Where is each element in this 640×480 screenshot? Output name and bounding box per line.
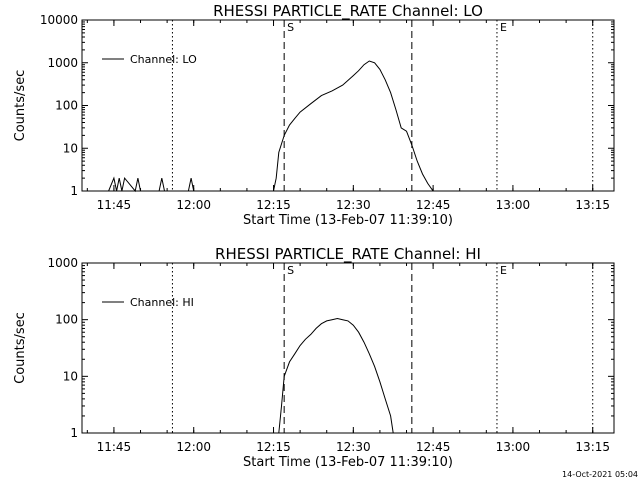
- chart0-ytick-label: 100: [55, 99, 78, 113]
- footer-timestamp: 14-Oct-2021 05:04: [562, 470, 638, 479]
- chart0-ylabel: Counts/sec: [13, 70, 28, 142]
- chart0-xtick-label: 12:45: [416, 198, 451, 212]
- chart0-xtick-label: 11:45: [97, 198, 132, 212]
- chart0-xtick-label: 12:15: [256, 198, 291, 212]
- chart0-series-line: [108, 60, 436, 193]
- chart0-xtick-label: 13:15: [575, 198, 610, 212]
- chart1-marker-label-e: E: [500, 264, 507, 277]
- panel-hi: RHESSI PARTICLE_RATE Channel: HI 11:45 12:…: [13, 245, 615, 470]
- chart0-title: RHESSI PARTICLE_RATE Channel: LO: [213, 2, 483, 21]
- panel-lo: RHESSI PARTICLE_RATE Channel: LO 11:45 12:…: [13, 2, 615, 228]
- chart1-xtick-label: 11:45: [97, 440, 132, 454]
- chart0-ytick-label: 1: [70, 184, 78, 198]
- chart1-xlabel: Start Time (13-Feb-07 11:39:10): [243, 455, 453, 470]
- chart1-marker-label-s: S: [287, 264, 294, 277]
- chart1-xtick-label: 12:45: [416, 440, 451, 454]
- chart1-xtick-label: 12:30: [336, 440, 371, 454]
- chart1-ytick-label: 100: [55, 313, 78, 327]
- chart0-ytick-label: 1000: [47, 56, 78, 70]
- chart1-ylabel: Counts/sec: [13, 312, 28, 384]
- chart1-xtick-label: 13:15: [575, 440, 610, 454]
- chart0-marker-label-e: E: [500, 21, 507, 34]
- chart0-ytick-label: 10: [63, 141, 78, 155]
- chart1-legend-label: Channel: HI: [130, 296, 194, 309]
- chart0-ytick-label: 10000: [40, 13, 78, 27]
- chart0-xlabel: Start Time (13-Feb-07 11:39:10): [243, 213, 453, 228]
- chart1-xtick-label: 12:00: [176, 440, 211, 454]
- chart0-xtick-label: 12:00: [176, 198, 211, 212]
- chart1-xtick-label: 13:00: [496, 440, 531, 454]
- chart0-xtick-label: 13:00: [496, 198, 531, 212]
- chart0-marker-label-s: S: [287, 21, 294, 34]
- chart1-ytick-label: 1000: [47, 256, 78, 270]
- chart1-ytick-label: 10: [63, 369, 78, 383]
- chart1-series-line: [278, 317, 394, 434]
- chart0-legend-label: Channel: LO: [130, 53, 197, 66]
- chart0-plot-frame: [81, 19, 615, 192]
- chart1-plot-frame: [81, 262, 615, 434]
- chart1-title: RHESSI PARTICLE_RATE Channel: HI: [215, 245, 481, 264]
- chart0-xtick-label: 12:30: [336, 198, 371, 212]
- chart1-ytick-label: 1: [70, 426, 78, 440]
- chart1-xtick-label: 12:15: [256, 440, 291, 454]
